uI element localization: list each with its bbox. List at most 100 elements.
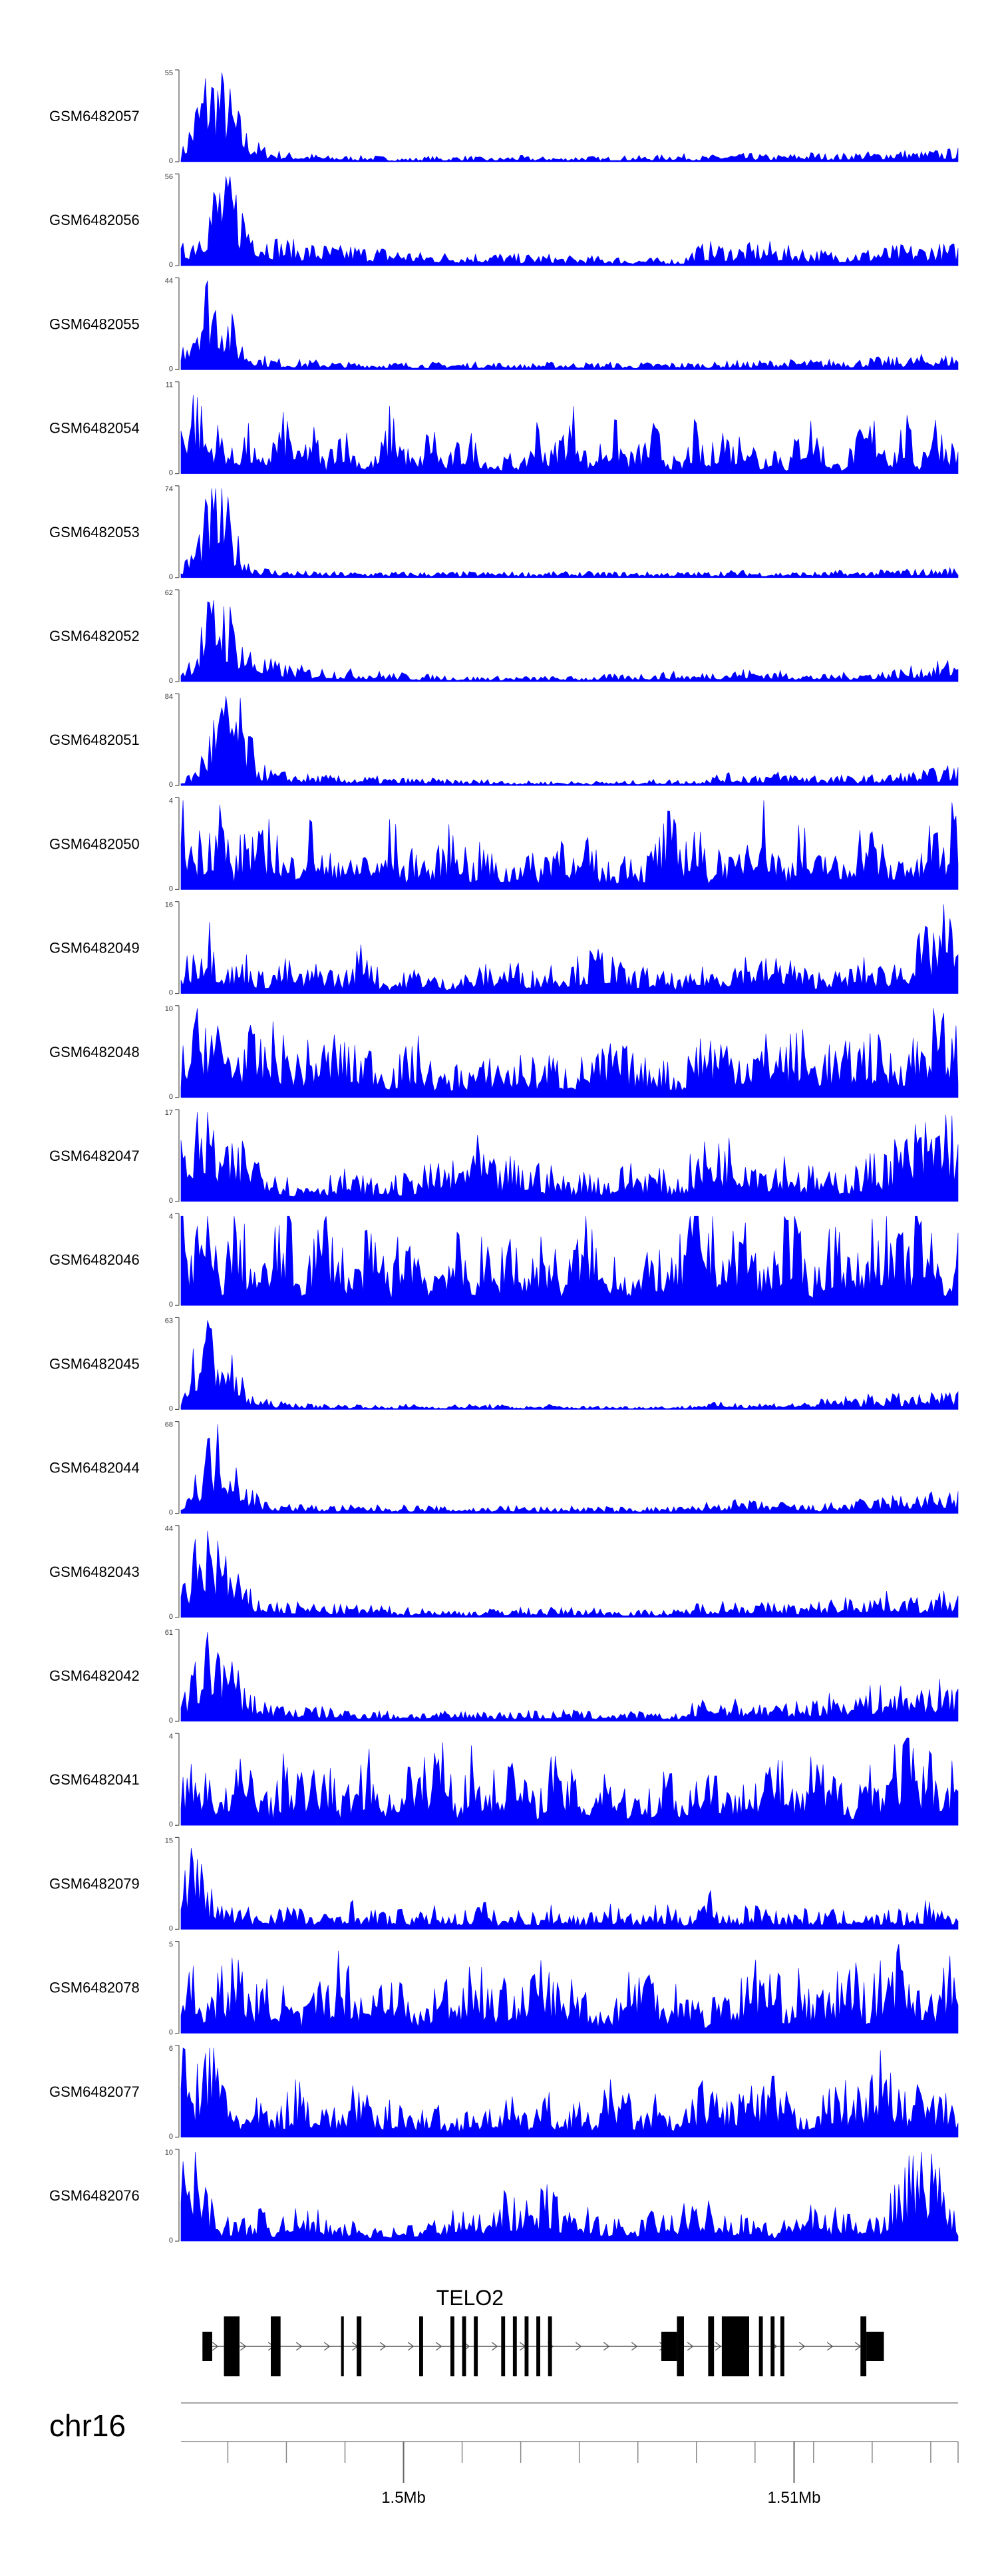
coverage-area xyxy=(180,1112,959,1202)
strand-arrow xyxy=(631,2342,638,2351)
coverage-area xyxy=(180,488,959,578)
y-max-label: 61 xyxy=(165,1629,173,1637)
track-name: GSM6482049 xyxy=(49,940,140,957)
coverage-area xyxy=(180,904,959,994)
y-min-label: 0 xyxy=(169,1404,173,1412)
axis-tick-label: 1.5Mb xyxy=(381,2489,426,2507)
coverage-area xyxy=(180,1530,959,1618)
track-name: GSM6482053 xyxy=(49,524,140,540)
coverage-track: GSM6482055 44 0 xyxy=(49,277,959,373)
y-max-label: 84 xyxy=(165,693,173,701)
y-max-label: 63 xyxy=(165,1317,173,1325)
y-min-label: 0 xyxy=(169,157,173,165)
exon xyxy=(677,2316,684,2376)
y-min-label: 0 xyxy=(169,573,173,581)
coverage-area xyxy=(180,800,959,890)
y-min-label: 0 xyxy=(169,781,173,789)
exon xyxy=(758,2316,763,2376)
exon xyxy=(450,2316,454,2376)
coverage-area xyxy=(180,2151,959,2242)
y-min-label: 0 xyxy=(169,2029,173,2037)
y-max-label: 4 xyxy=(169,1213,173,1221)
y-min-label: 0 xyxy=(169,677,173,685)
track-name: GSM6482077 xyxy=(49,2083,140,2100)
coverage-area xyxy=(180,1424,959,1514)
exon xyxy=(721,2316,749,2376)
track-name: GSM6482045 xyxy=(49,1355,140,1372)
strand-arrow xyxy=(240,2342,247,2351)
coverage-area xyxy=(180,696,959,786)
exon xyxy=(224,2316,240,2376)
coverage-track: GSM6482077 6 0 xyxy=(49,2045,959,2141)
y-min-label: 0 xyxy=(169,365,173,373)
coverage-area xyxy=(180,1944,959,2034)
track-name: GSM6482076 xyxy=(49,2187,140,2204)
y-max-label: 10 xyxy=(165,2149,173,2157)
strand-arrow xyxy=(407,2342,415,2351)
y-min-label: 0 xyxy=(169,1197,173,1205)
track-name: GSM6482046 xyxy=(49,1251,140,1268)
coverage-area xyxy=(180,1320,959,1410)
y-min-label: 0 xyxy=(169,2133,173,2141)
strand-arrow xyxy=(295,2342,303,2351)
exon xyxy=(474,2316,478,2376)
y-max-label: 6 xyxy=(169,2045,173,2053)
coverage-track: GSM6482050 4 0 xyxy=(49,797,959,893)
exon xyxy=(270,2316,281,2376)
y-min-label: 0 xyxy=(169,1821,173,1828)
chromosome-axis: chr16 1.5Mb 1.51Mb xyxy=(49,2402,959,2507)
exon xyxy=(524,2316,529,2376)
track-name: GSM6482042 xyxy=(49,1667,140,1684)
exon xyxy=(770,2316,775,2376)
coverage-track: GSM6482046 4 0 xyxy=(49,1213,959,1309)
y-max-label: 62 xyxy=(165,589,173,597)
coverage-track: GSM6482079 15 0 xyxy=(49,1836,959,1932)
track-name: GSM6482052 xyxy=(49,628,140,644)
y-min-label: 0 xyxy=(169,885,173,893)
y-min-label: 0 xyxy=(169,1509,173,1517)
exon xyxy=(860,2316,867,2376)
gene-track: TELO2 xyxy=(202,2286,884,2376)
coverage-track: GSM6482076 10 0 xyxy=(49,2149,959,2245)
coverage-track: GSM6482041 4 0 xyxy=(49,1733,959,1828)
strand-arrow xyxy=(435,2342,442,2351)
y-max-label: 4 xyxy=(169,1733,173,1741)
strand-arrow xyxy=(798,2342,806,2351)
track-name: GSM6482079 xyxy=(49,1875,140,1892)
coverage-track: GSM6482056 56 0 xyxy=(49,173,959,269)
coverage-area xyxy=(180,176,959,266)
y-max-label: 55 xyxy=(165,69,173,77)
track-name: GSM6482054 xyxy=(49,420,140,437)
y-min-label: 0 xyxy=(169,989,173,997)
strand-arrow xyxy=(687,2342,694,2351)
coverage-area xyxy=(180,72,959,162)
y-min-label: 0 xyxy=(169,2237,173,2245)
exon xyxy=(661,2332,677,2361)
coverage-track: GSM6482057 55 0 xyxy=(49,69,959,165)
track-name: GSM6482056 xyxy=(49,212,140,228)
y-min-label: 0 xyxy=(169,1613,173,1621)
exon xyxy=(357,2316,362,2376)
exon xyxy=(512,2316,517,2376)
y-min-label: 0 xyxy=(169,1924,173,1932)
exon xyxy=(780,2316,784,2376)
exon xyxy=(708,2316,715,2376)
coverage-track: GSM6482043 44 0 xyxy=(49,1525,959,1621)
track-name: GSM6482078 xyxy=(49,1980,140,1996)
y-max-label: 17 xyxy=(165,1109,173,1117)
exon xyxy=(866,2332,884,2361)
coverage-track: GSM6482045 63 0 xyxy=(49,1317,959,1412)
y-max-label: 15 xyxy=(165,1836,173,1844)
y-min-label: 0 xyxy=(169,1093,173,1101)
y-max-label: 4 xyxy=(169,797,173,805)
track-name: GSM6482041 xyxy=(49,1771,140,1788)
y-max-label: 16 xyxy=(165,901,173,909)
strand-arrow xyxy=(212,2342,219,2351)
y-min-label: 0 xyxy=(169,469,173,477)
axis-tick-label: 1.51Mb xyxy=(767,2489,820,2507)
y-max-label: 10 xyxy=(165,1005,173,1013)
y-min-label: 0 xyxy=(169,261,173,269)
coverage-track: GSM6482051 84 0 xyxy=(49,693,959,789)
y-min-label: 0 xyxy=(169,1717,173,1725)
